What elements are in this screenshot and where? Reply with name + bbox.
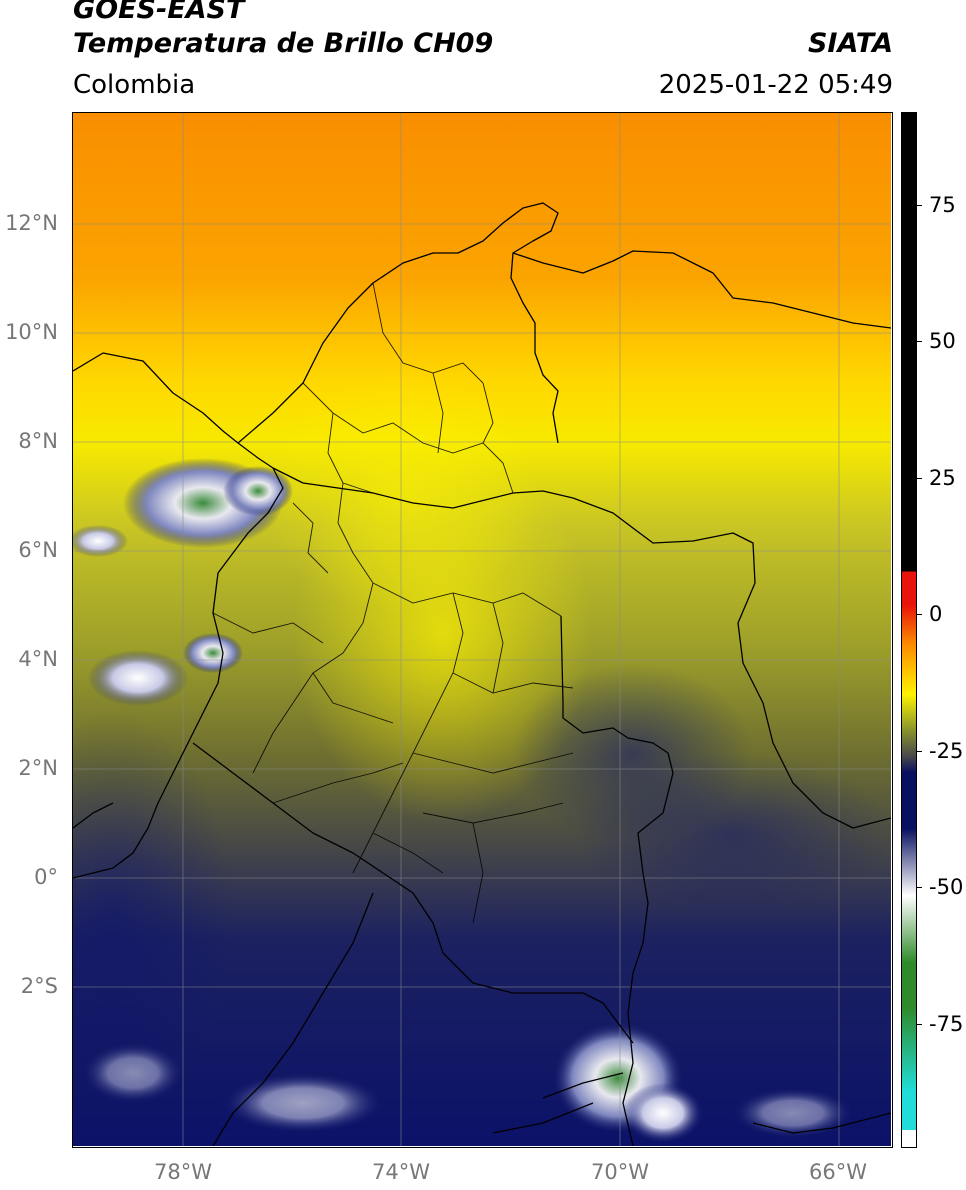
colorbar-tick bbox=[916, 205, 922, 206]
satellite-title: GOES-EAST bbox=[73, 0, 245, 25]
lat-tick-label: 2°N bbox=[18, 756, 58, 780]
colorbar-tick-label: 50 bbox=[929, 329, 956, 353]
lat-tick-label: 6°N bbox=[18, 538, 58, 562]
lat-tick-label: 0° bbox=[34, 865, 58, 889]
lat-tick-label: 4°N bbox=[18, 647, 58, 671]
lat-tick-label: 8°N bbox=[18, 429, 58, 453]
colorbar bbox=[901, 112, 917, 1148]
colorbar-tick bbox=[916, 341, 922, 342]
colorbar-tick bbox=[916, 887, 922, 888]
lon-tick-label: 78°W bbox=[154, 1160, 212, 1184]
lon-tick-label: 74°W bbox=[372, 1160, 430, 1184]
product-title: Temperatura de Brillo CH09 bbox=[73, 28, 494, 59]
colorbar-tick bbox=[916, 751, 922, 752]
lon-tick-label: 66°W bbox=[809, 1160, 867, 1184]
lat-tick-label: 10°N bbox=[5, 320, 58, 344]
colorbar-tick-label: -50 bbox=[929, 875, 964, 899]
colorbar-tick-label: 25 bbox=[929, 466, 956, 490]
lon-tick-label: 70°W bbox=[591, 1160, 649, 1184]
lat-tick-label: 2°S bbox=[20, 974, 58, 998]
map-canvas bbox=[73, 113, 891, 1146]
colorbar-tick-label: -25 bbox=[929, 739, 964, 763]
region-label: Colombia bbox=[73, 70, 196, 100]
colorbar-tick-label: 0 bbox=[929, 602, 943, 626]
satellite-map bbox=[72, 112, 893, 1148]
colorbar-tick-label: -75 bbox=[929, 1012, 964, 1036]
colorbar-tick bbox=[916, 1024, 922, 1025]
agency-label: SIATA bbox=[807, 28, 893, 59]
datetime-label: 2025-01-22 05:49 bbox=[658, 70, 893, 100]
colorbar-tick bbox=[916, 614, 922, 615]
colorbar-tick-label: 75 bbox=[929, 193, 956, 217]
colorbar-tick bbox=[916, 478, 922, 479]
lat-tick-label: 12°N bbox=[5, 211, 58, 235]
